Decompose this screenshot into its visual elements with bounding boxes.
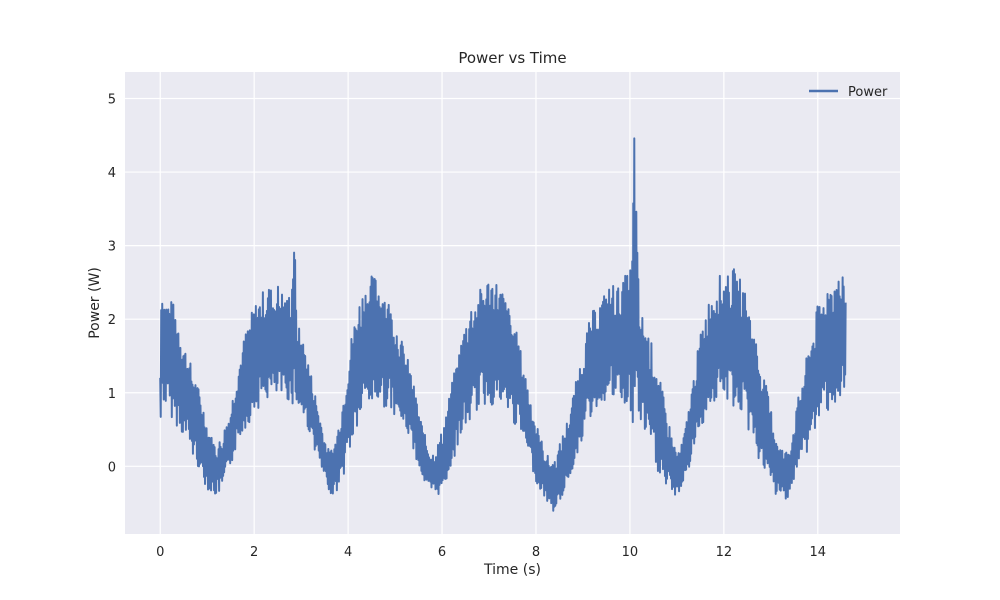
x-tick-label: 6 [438,545,446,560]
x-tick-label: 10 [622,545,639,560]
y-tick-label: 2 [108,313,116,328]
x-tick-label: 8 [532,545,540,560]
x-tick-label: 2 [250,545,258,560]
series-layer [159,137,847,512]
series-line-power [159,137,847,512]
x-tick-label: 12 [716,545,733,560]
x-tick-label: 4 [344,545,352,560]
legend: Power [809,85,888,100]
y-tick-labels: 0 1 2 3 4 5 [108,92,116,475]
y-axis-label: Power (W) [87,267,103,339]
x-tick-label: 0 [156,545,164,560]
x-axis-label: Time (s) [483,562,541,578]
y-tick-label: 4 [108,166,116,181]
x-tick-labels: 0 2 4 6 8 10 12 14 [156,545,826,560]
y-tick-label: 1 [108,387,116,402]
chart-title: Power vs Time [458,49,566,67]
legend-label: Power [848,85,888,100]
y-tick-label: 3 [108,240,116,255]
y-tick-label: 5 [108,92,116,107]
y-tick-label: 0 [108,460,116,475]
x-tick-label: 14 [810,545,827,560]
